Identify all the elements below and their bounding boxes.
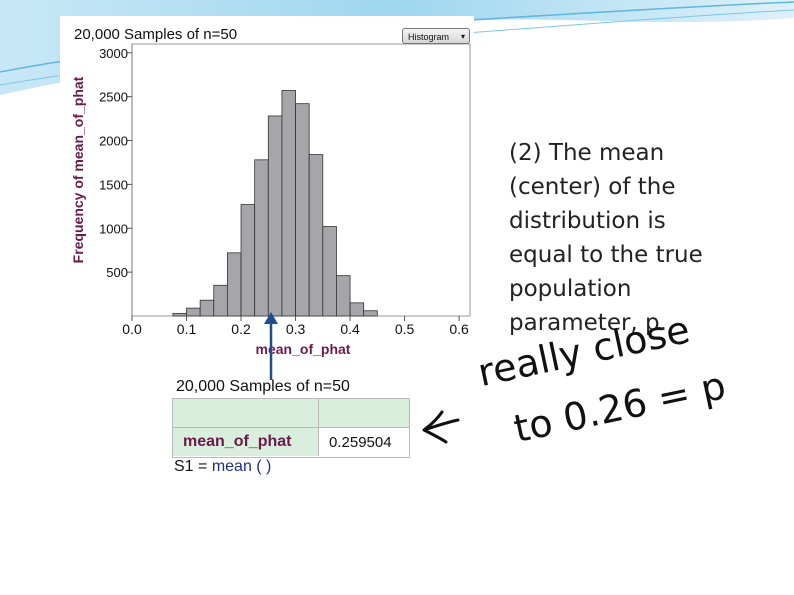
graph-type-dropdown[interactable]: Histogram ▾ — [402, 28, 470, 44]
explanation-text: (2) The mean (center) of the distributio… — [509, 136, 739, 340]
explanation-line: (center) of the — [509, 174, 676, 200]
y-tick-label: 2000 — [99, 134, 128, 149]
histogram-bar — [363, 310, 378, 317]
histogram-chart: 500 1000 1500 2000 2500 3000 0.0 0.1 0.2 0.3 0.4 0.… — [99, 43, 471, 337]
y-tick-label: 1500 — [99, 177, 128, 192]
x-tick-label: 0.3 — [286, 321, 306, 337]
summary-header-cell — [173, 399, 319, 427]
mean-pointer-arrow — [264, 312, 278, 380]
summary-table-panel: 20,000 Samples of n=50 mean_of_phat 0.25… — [170, 370, 418, 488]
y-tick-label: 1000 — [99, 221, 128, 236]
x-tick-label: 0.5 — [395, 321, 415, 337]
summary-variable-cell: mean_of_phat — [173, 428, 319, 456]
x-tick-label: 0.2 — [231, 321, 251, 337]
handwritten-arrow-icon — [422, 410, 460, 444]
summary-table: mean_of_phat 0.259504 — [172, 398, 410, 458]
graph-type-label: Histogram — [408, 32, 450, 42]
explanation-line: (2) The mean — [509, 140, 665, 166]
x-tick-label: 0.0 — [122, 321, 142, 337]
explanation-line: distribution is — [509, 208, 666, 234]
histogram-bar — [336, 275, 351, 317]
x-tick-label: 0.6 — [449, 321, 469, 337]
summary-title: 20,000 Samples of n=50 — [176, 378, 350, 395]
summary-data-row: mean_of_phat 0.259504 — [173, 428, 409, 456]
explanation-line: population — [509, 276, 632, 302]
summary-header-row — [173, 399, 409, 428]
histogram-panel: 500 1000 1500 2000 2500 3000 0.0 0.1 0.2 0.3 0.4 0.… — [60, 16, 474, 358]
formula-label: S1 = — [174, 458, 212, 475]
chevron-updown-icon: ▾ — [460, 32, 465, 41]
x-axis-label: mean_of_phat — [255, 341, 351, 357]
formula-function: mean ( ) — [211, 458, 272, 475]
chart-title: 20,000 Samples of n=50 — [74, 26, 238, 43]
summary-value: 0.259504 — [329, 434, 392, 451]
explanation-line: parameter, p. — [509, 310, 667, 336]
y-tick-label: 500 — [106, 265, 128, 280]
summary-header-cell — [319, 399, 409, 427]
summary-variable-name: mean_of_phat — [183, 433, 292, 450]
x-tick-label: 0.1 — [177, 321, 197, 337]
summary-value-cell[interactable]: 0.259504 — [319, 428, 409, 456]
histogram-bar — [349, 302, 365, 317]
y-tick-label: 3000 — [99, 46, 128, 61]
x-tick-label: 0.4 — [340, 321, 360, 337]
y-tick-label: 2500 — [99, 90, 128, 105]
explanation-line: equal to the true — [509, 242, 703, 268]
summary-formula[interactable]: S1 = mean ( ) — [174, 458, 271, 476]
histogram-bar — [322, 226, 337, 317]
